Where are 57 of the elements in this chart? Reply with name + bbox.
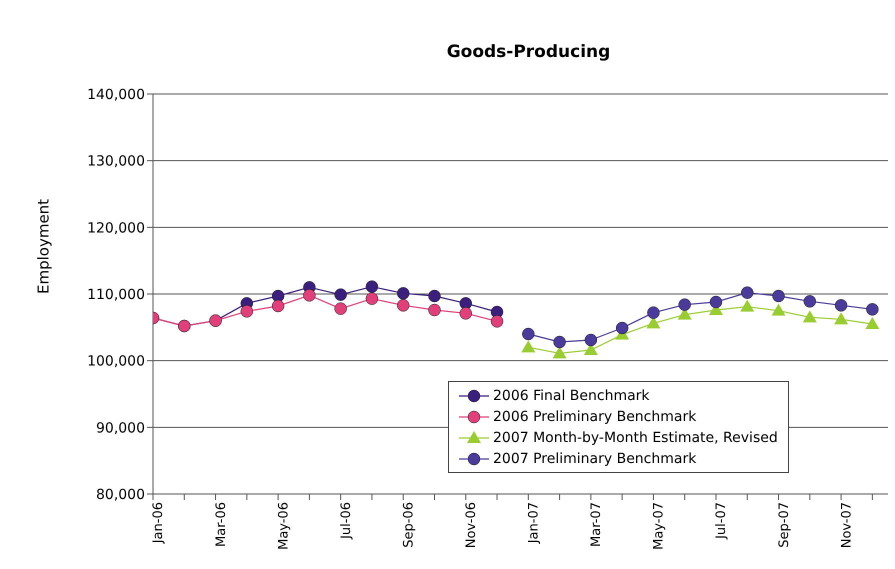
point <box>802 310 817 322</box>
point <box>272 300 284 312</box>
point <box>428 304 441 316</box>
point <box>552 346 567 358</box>
x-tick-label: Jul-06 <box>338 502 354 540</box>
point <box>522 328 535 340</box>
legend-label: 2006 Final Benchmark <box>493 388 650 404</box>
point <box>553 336 566 348</box>
y-tick-label: 110,000 <box>87 286 145 303</box>
point <box>772 304 786 316</box>
x-tick-label: Nov-07 <box>839 502 854 548</box>
point <box>741 286 754 299</box>
y-tick-label: 140,000 <box>87 86 145 103</box>
point <box>303 289 316 302</box>
point <box>834 299 848 312</box>
point <box>521 340 536 352</box>
point <box>804 295 816 308</box>
point <box>710 296 722 308</box>
x-tick-label: Jul-07 <box>714 502 730 540</box>
point <box>616 322 628 334</box>
point <box>647 306 660 319</box>
y-tick-label: 130,000 <box>87 154 145 170</box>
chart-title: Goods-Producing <box>446 42 612 62</box>
point <box>678 298 691 311</box>
y-tick-label: 90,000 <box>96 420 145 436</box>
point <box>240 305 254 318</box>
x-tick-label: Mar-07 <box>589 502 604 547</box>
point <box>460 307 472 320</box>
y-tick-label: 80,000 <box>96 486 145 503</box>
point <box>396 287 410 300</box>
point <box>366 280 378 293</box>
x-tick-label: May-06 <box>276 502 292 550</box>
legend-label: 2007 Month-by-Month Estimate, Revised <box>493 430 778 446</box>
point <box>334 288 347 301</box>
x-tick-label: Jan-07 <box>526 502 542 544</box>
x-tick-label: May-07 <box>652 502 667 550</box>
y-tick-label: 100,000 <box>87 354 145 370</box>
point <box>740 300 754 312</box>
point <box>584 334 598 346</box>
x-tick-label: Sep-06 <box>401 502 416 548</box>
point <box>772 290 785 302</box>
x-tick-label: Nov-06 <box>464 502 479 548</box>
legend-label: 2006 Preliminary Benchmark <box>493 408 696 424</box>
point <box>490 315 504 328</box>
point <box>366 292 378 305</box>
point <box>865 317 880 329</box>
point <box>866 303 879 316</box>
point <box>334 302 347 315</box>
x-tick-label: Mar-06 <box>214 502 229 547</box>
x-tick-label: Sep-07 <box>776 502 792 548</box>
point <box>396 299 410 312</box>
point <box>428 290 441 302</box>
y-tick-label: 120,000 <box>87 220 145 236</box>
x-tick-label: Jan-06 <box>151 502 166 544</box>
y-axis-title: Employment <box>34 198 52 294</box>
legend-label: 2007 Preliminary Benchmark <box>493 450 696 466</box>
point <box>834 312 848 324</box>
